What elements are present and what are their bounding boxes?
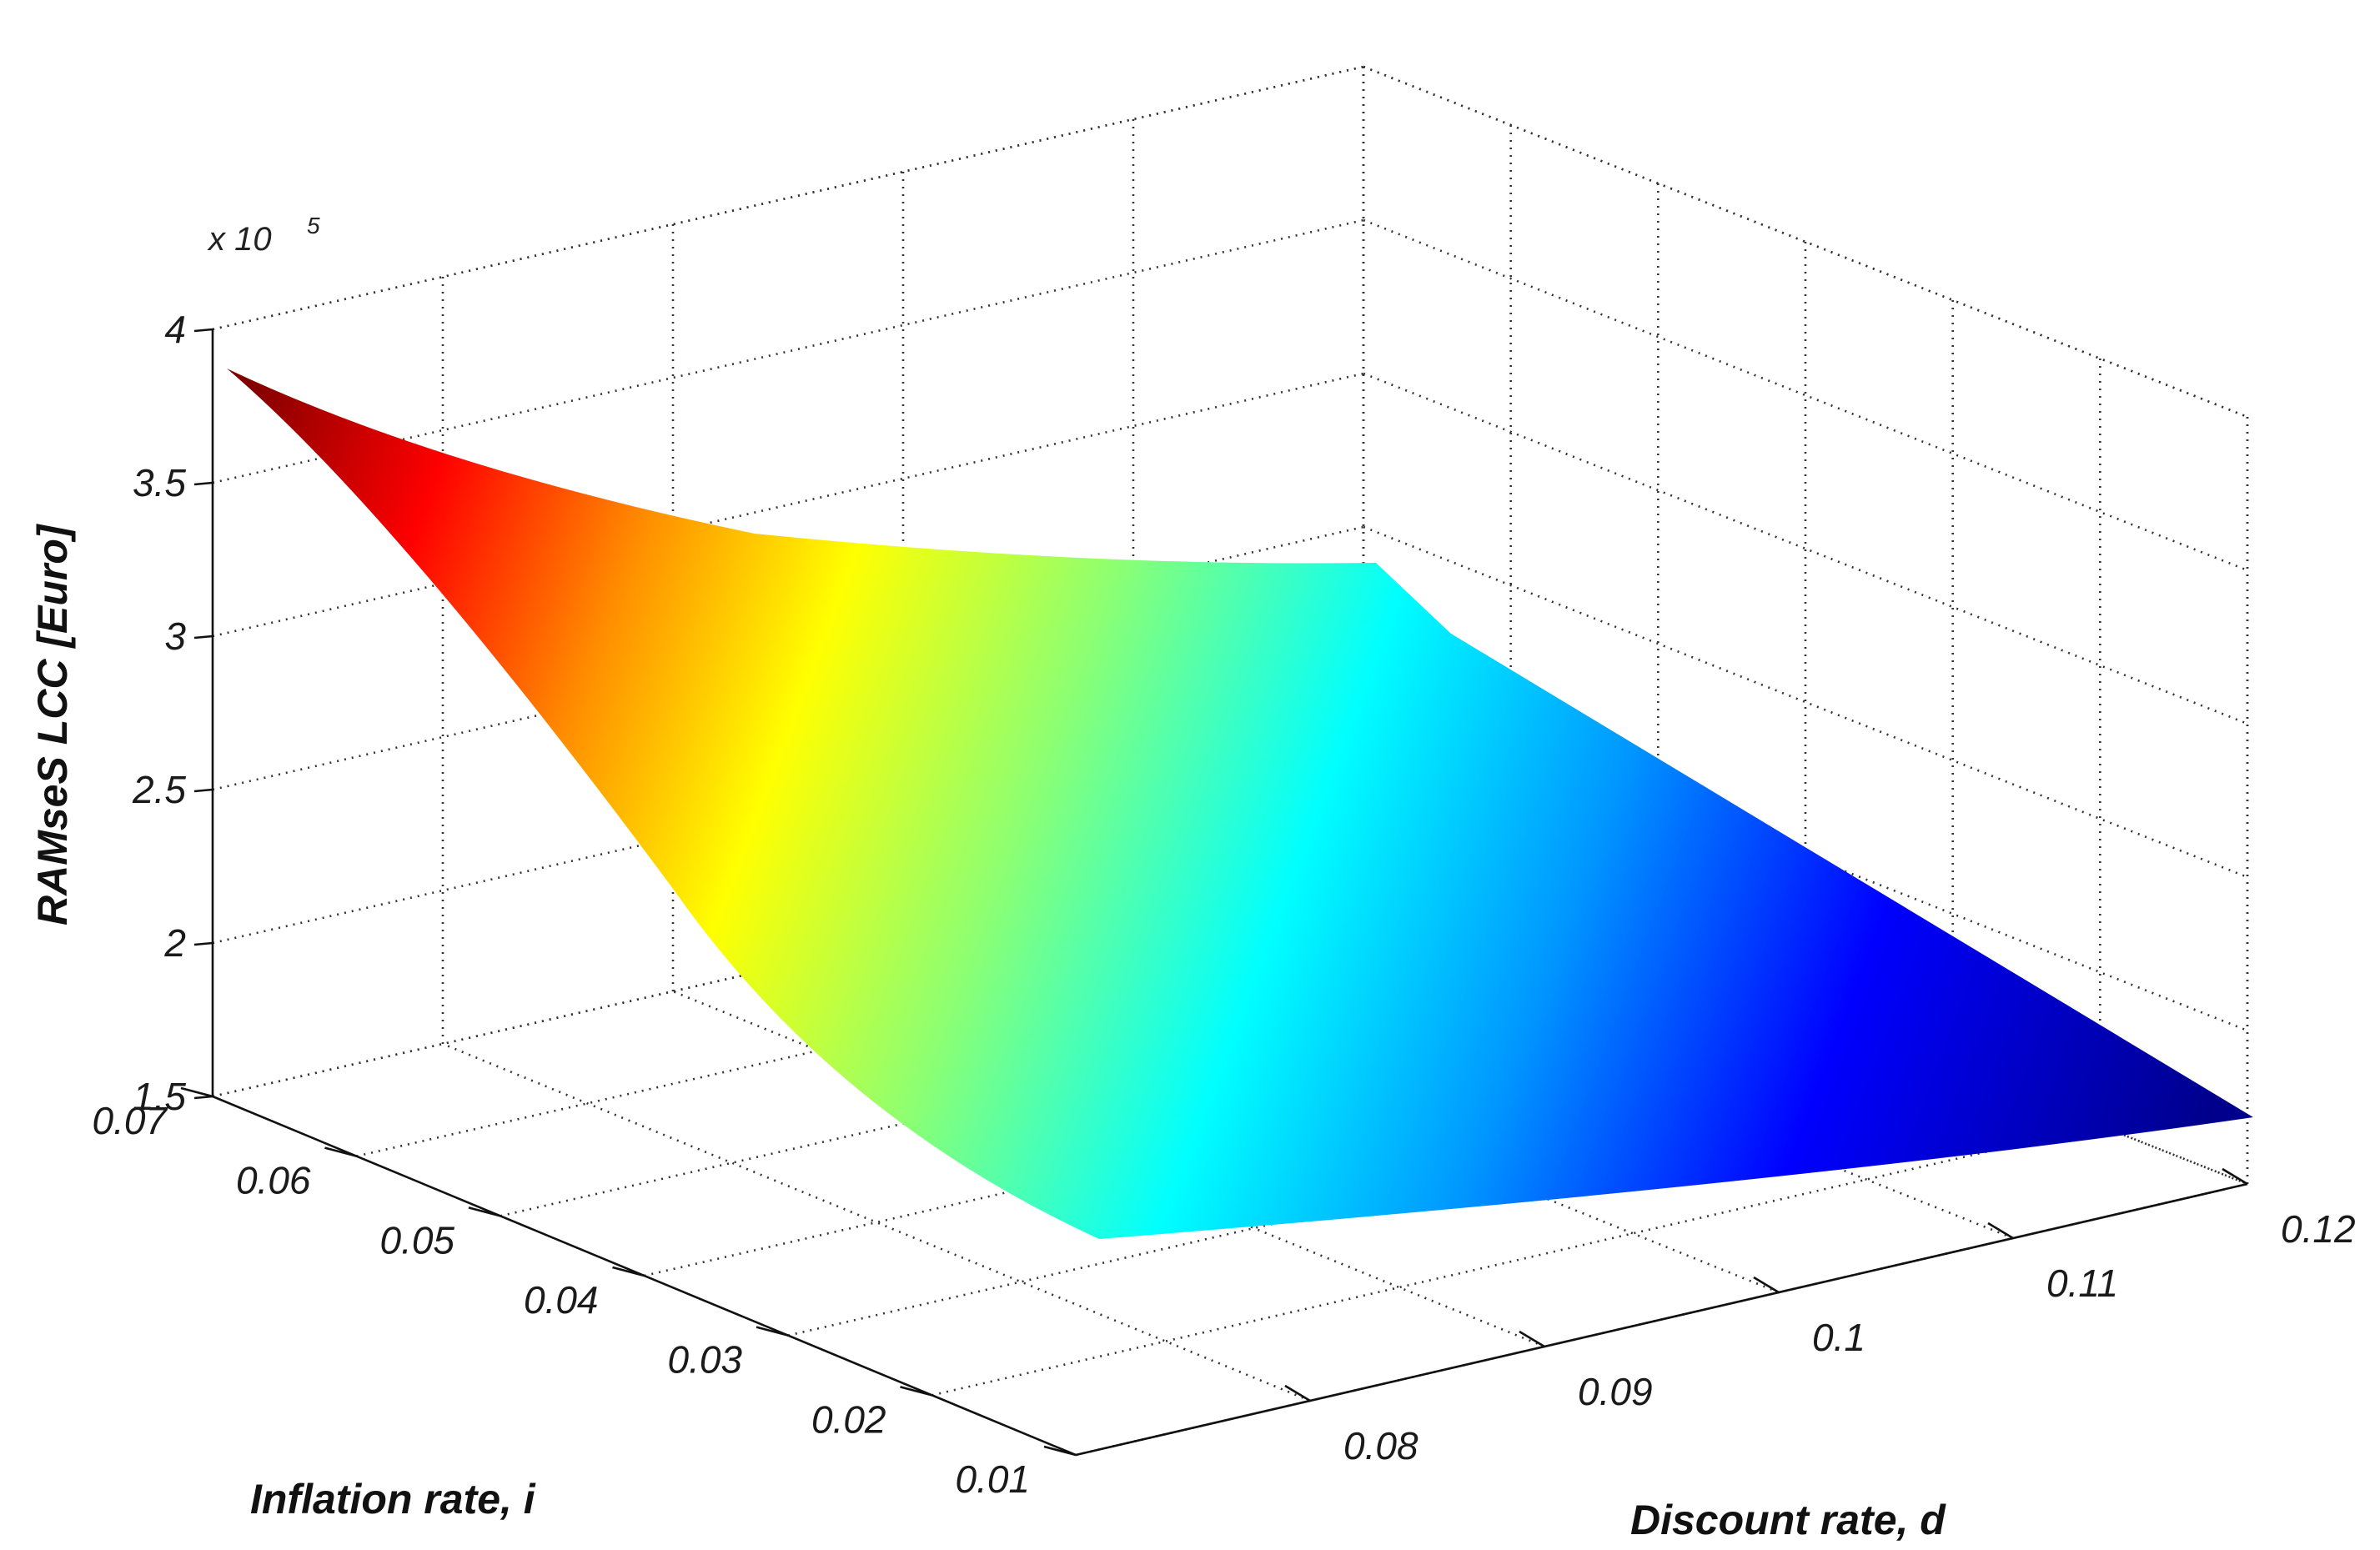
y-axis-ticks: 0.01 0.02 0.03 0.04 0.05 0.06 0.07 bbox=[92, 1086, 1077, 1501]
x-tick-mark bbox=[1519, 1330, 1545, 1348]
y-tick-label: 0.05 bbox=[379, 1218, 454, 1262]
grid-line-top-right bbox=[1363, 65, 2248, 419]
y-tick-mark bbox=[324, 1146, 357, 1157]
y-tick-label: 0.06 bbox=[236, 1159, 311, 1202]
z-tick-label: 3.5 bbox=[133, 461, 186, 504]
x-tick-label: 0.09 bbox=[1578, 1370, 1653, 1413]
y-axis-label: Inflation rate, i bbox=[250, 1476, 536, 1522]
y-tick-mark bbox=[900, 1386, 932, 1397]
x-axis-ticks: 0.08 0.09 0.1 0.11 0.12 bbox=[1284, 1167, 2356, 1467]
x-tick-label: 0.12 bbox=[2281, 1207, 2356, 1251]
grid-line-top-back bbox=[212, 65, 1364, 331]
x-axis-label: Discount rate, d bbox=[1630, 1497, 1946, 1543]
grid-line-floor-y bbox=[931, 1124, 2101, 1397]
z-multiplier: x 10 bbox=[207, 221, 272, 258]
grid-line-floor-x bbox=[442, 1042, 1311, 1402]
y-tick-mark bbox=[468, 1206, 501, 1217]
y-tick-mark bbox=[1043, 1445, 1077, 1457]
z-tick-mark bbox=[193, 481, 213, 486]
x-tick-mark bbox=[1753, 1276, 1780, 1294]
z-axis-label: RAMseS LCC [Euro] bbox=[29, 523, 76, 925]
z-multiplier-exponent: 5 bbox=[307, 213, 320, 238]
x-axis-line bbox=[1075, 1182, 2248, 1457]
y-tick-label: 0.07 bbox=[92, 1099, 168, 1142]
x-tick-mark bbox=[1284, 1384, 1311, 1402]
grid-line-right-z bbox=[1363, 372, 2248, 725]
y-tick-label: 0.01 bbox=[955, 1457, 1030, 1501]
z-tick-mark bbox=[193, 788, 213, 793]
grid-line-right-z bbox=[1363, 218, 2248, 572]
lcc-surface bbox=[227, 369, 2253, 1239]
grid-line-right-z bbox=[1363, 525, 2248, 879]
y-tick-mark bbox=[612, 1266, 645, 1277]
y-tick-label: 0.04 bbox=[524, 1278, 599, 1322]
y-tick-label: 0.02 bbox=[811, 1397, 886, 1441]
z-tick-mark bbox=[193, 941, 213, 946]
x-tick-label: 0.1 bbox=[1812, 1316, 1865, 1359]
x-tick-mark bbox=[2222, 1167, 2248, 1186]
z-tick-label: 4 bbox=[164, 308, 186, 351]
z-tick-label: 3 bbox=[164, 614, 186, 658]
z-tick-label: 2 bbox=[163, 921, 186, 965]
x-tick-label: 0.11 bbox=[2046, 1262, 2118, 1305]
grid-line-back-z bbox=[212, 65, 1364, 331]
z-tick-label: 1.5 bbox=[133, 1075, 186, 1118]
y-tick-mark bbox=[180, 1086, 213, 1098]
x-tick-mark bbox=[1987, 1221, 2014, 1240]
z-tick-mark bbox=[193, 635, 213, 640]
z-tick-label: 2.5 bbox=[132, 768, 186, 811]
y-tick-label: 0.03 bbox=[667, 1338, 742, 1382]
z-tick-mark bbox=[193, 328, 213, 333]
grid-line-back-z bbox=[212, 372, 1364, 638]
z-axis-ticks: 1.5 2 2.5 3 3.5 4 bbox=[132, 308, 213, 1118]
x-tick-label: 0.08 bbox=[1343, 1424, 1418, 1467]
y-tick-mark bbox=[756, 1326, 789, 1337]
grid-line-back-z bbox=[212, 218, 1364, 484]
